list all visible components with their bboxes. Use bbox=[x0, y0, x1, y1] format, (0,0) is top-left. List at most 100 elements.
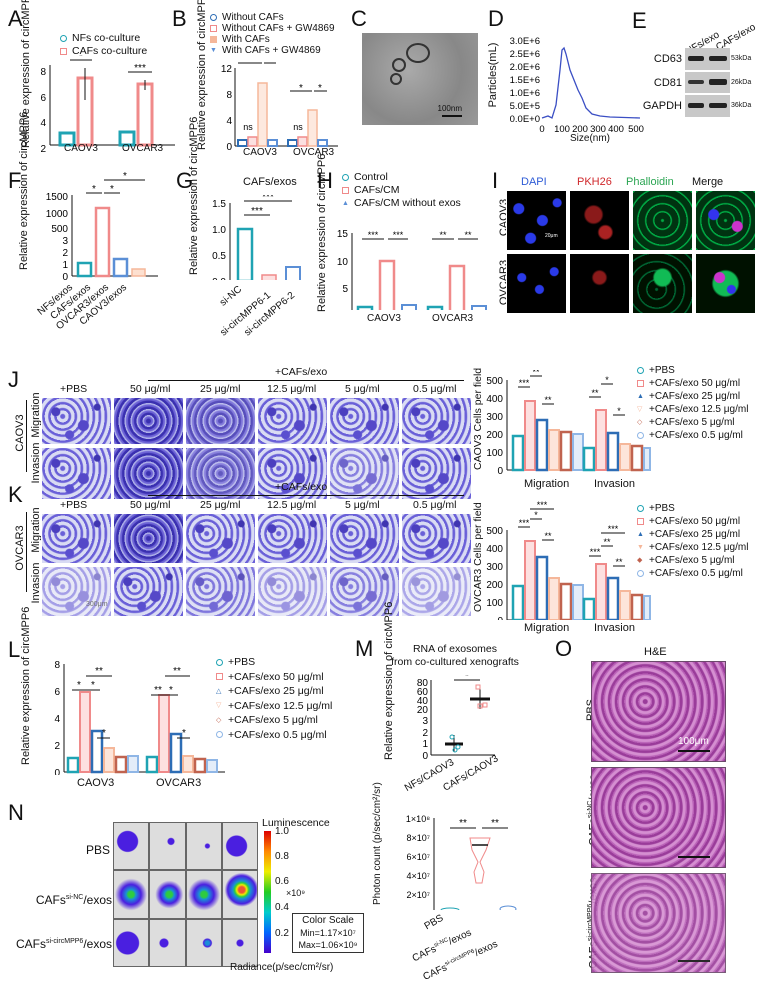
image-phalloidin-caov3 bbox=[632, 190, 693, 251]
svg-text:*: * bbox=[169, 685, 173, 696]
transwell-ovcar3-invasion-pbs: 300μm bbox=[41, 566, 112, 617]
svg-text:12: 12 bbox=[221, 64, 233, 75]
svg-text:***: *** bbox=[608, 524, 619, 534]
transwell-ovcar3-migration-12_5 bbox=[257, 513, 328, 564]
column-label: 25 μg/ml bbox=[200, 499, 241, 511]
svg-text:40: 40 bbox=[417, 696, 429, 707]
transwell-ovcar3-migration-0_5 bbox=[401, 513, 472, 564]
xtick: CAOV3 bbox=[77, 777, 115, 789]
transwell-caov3-invasion-5 bbox=[329, 447, 400, 500]
legend-a: NFs co-culture CAFs co-culture bbox=[60, 32, 147, 58]
svg-text:300: 300 bbox=[486, 562, 503, 573]
legend-k: +PBS +CAFs/exo 50 μg/ml ▲ +CAFs/exo 25 μg… bbox=[637, 503, 749, 579]
svg-text:2: 2 bbox=[62, 248, 68, 259]
xtick: Invasion bbox=[594, 478, 635, 490]
svg-text:500: 500 bbox=[628, 124, 644, 135]
transwell-ovcar3-migration-25 bbox=[185, 513, 256, 564]
chart-n: 1×10⁸ 8×10⁷ 6×10⁷ 4×10⁷ 2×10⁷ 0 ** ** bbox=[406, 814, 517, 910]
svg-text:***: *** bbox=[590, 547, 601, 557]
transwell-caov3-migration-0_5 bbox=[401, 397, 472, 445]
svg-text:*: * bbox=[617, 406, 621, 416]
colorbar-tick: 0.6 bbox=[275, 876, 289, 887]
svg-text:**: ** bbox=[459, 818, 467, 829]
svg-text:*: * bbox=[92, 184, 96, 195]
colorbar-multiplier: ×10⁹ bbox=[286, 888, 306, 898]
he-image-pbs: 100μm bbox=[591, 661, 726, 762]
image-dapi-ovcar3 bbox=[506, 253, 567, 314]
panel-label-m: M bbox=[355, 636, 374, 661]
svg-text:2: 2 bbox=[40, 144, 46, 155]
panel-label-b: B bbox=[172, 6, 187, 31]
group-line bbox=[148, 380, 464, 381]
transwell-ovcar3-invasion-5 bbox=[329, 566, 400, 617]
xtick: CAOV3 bbox=[243, 147, 277, 158]
svg-text:0: 0 bbox=[62, 272, 68, 283]
svg-text:ns: ns bbox=[293, 122, 303, 132]
transwell-caov3-migration-12_5 bbox=[257, 397, 328, 445]
channel-label-phalloidin: Phalloidin bbox=[626, 176, 674, 188]
svg-text:*: * bbox=[102, 728, 106, 739]
image-phalloidin-ovcar3 bbox=[632, 253, 693, 314]
image-pkh26-caov3 bbox=[569, 190, 630, 251]
chart-g: 1.5 1.0 0.5 0.0 *** *** bbox=[212, 195, 301, 280]
svg-text:**: ** bbox=[464, 230, 472, 240]
kda-label: 53kDa bbox=[731, 55, 752, 62]
svg-text:1.0E+6: 1.0E+6 bbox=[510, 88, 540, 99]
legend-b: Without CAFs Without CAFs + GW4869 With … bbox=[210, 12, 335, 56]
column-label: 5 μg/ml bbox=[345, 499, 380, 511]
svg-text:8×10⁷: 8×10⁷ bbox=[406, 833, 430, 843]
blot-cd63 bbox=[685, 48, 730, 70]
chart-title: RNA of exosomes from co-cultured xenograf… bbox=[391, 643, 519, 668]
transwell-ovcar3-invasion-25 bbox=[185, 566, 256, 617]
blot-label: CD63 bbox=[653, 53, 682, 65]
y-axis-label: Relative expression of circMPP6 bbox=[20, 606, 32, 765]
svg-text:**: ** bbox=[615, 557, 623, 567]
blot-gapdh bbox=[685, 95, 730, 117]
svg-text:**: ** bbox=[544, 395, 552, 405]
panel-label-n: N bbox=[8, 800, 24, 825]
svg-text:300: 300 bbox=[486, 412, 503, 423]
scale-bar-label: 100nm bbox=[437, 104, 462, 113]
svg-text:*: * bbox=[182, 728, 186, 739]
xtick: OVCAR3 bbox=[293, 147, 335, 158]
svg-text:1000: 1000 bbox=[46, 209, 69, 220]
xtick: Migration bbox=[524, 478, 570, 490]
y-axis-label: Relative expression of circMPP6 bbox=[383, 601, 395, 760]
kda-label: 36kDa bbox=[731, 102, 752, 109]
xtick: Invasion bbox=[594, 622, 635, 634]
row-label: CAFssi-NC/exos bbox=[35, 893, 112, 907]
cell-line-label: OVCAR3 bbox=[14, 525, 26, 571]
svg-text:ns: ns bbox=[243, 122, 253, 132]
svg-text:***: *** bbox=[537, 500, 548, 510]
xtick: OVCAR3 bbox=[432, 313, 474, 324]
svg-text:4: 4 bbox=[54, 714, 60, 725]
svg-text:*: * bbox=[299, 83, 303, 94]
column-label: 0.5 μg/ml bbox=[413, 499, 457, 511]
svg-text:100: 100 bbox=[486, 448, 503, 459]
transwell-caov3-invasion-25 bbox=[185, 447, 256, 500]
group-label: +CAFs/exo bbox=[275, 366, 328, 378]
legend-j: +PBS +CAFs/exo 50 μg/ml ▲ +CAFs/exo 25 μg… bbox=[637, 365, 749, 441]
xtick: Migration bbox=[524, 622, 570, 634]
legend-h: Control CAFs/CM ▲ CAFs/CM without exos bbox=[342, 171, 461, 209]
xtick: OVCAR3 bbox=[122, 143, 164, 154]
svg-text:***: *** bbox=[251, 206, 263, 217]
svg-text:500: 500 bbox=[51, 224, 68, 235]
svg-text:6×10⁷: 6×10⁷ bbox=[406, 852, 430, 862]
svg-text:*: * bbox=[110, 184, 114, 195]
svg-text:500: 500 bbox=[486, 526, 503, 537]
svg-text:3.0E+6: 3.0E+6 bbox=[510, 36, 540, 47]
he-image-si-circmpp6 bbox=[591, 873, 726, 973]
svg-text:8: 8 bbox=[40, 67, 46, 78]
svg-text:1.0: 1.0 bbox=[212, 225, 226, 236]
image-dapi-caov3: 20μm bbox=[506, 190, 567, 251]
svg-text:2×10⁷: 2×10⁷ bbox=[406, 890, 430, 900]
panel-label-a: A bbox=[8, 6, 23, 31]
panel-label-l: L bbox=[8, 637, 21, 662]
image-merge-ovcar3 bbox=[695, 253, 756, 314]
transwell-ovcar3-migration-50 bbox=[113, 513, 184, 564]
transwell-ovcar3-invasion-0_5 bbox=[401, 566, 472, 617]
transwell-ovcar3-invasion-50 bbox=[113, 566, 184, 617]
svg-text:1500: 1500 bbox=[46, 192, 69, 203]
